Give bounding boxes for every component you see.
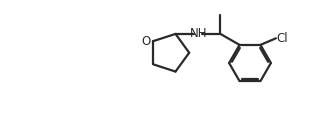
Text: Cl: Cl xyxy=(277,32,288,45)
Text: NH: NH xyxy=(190,27,207,40)
Text: O: O xyxy=(142,35,151,48)
